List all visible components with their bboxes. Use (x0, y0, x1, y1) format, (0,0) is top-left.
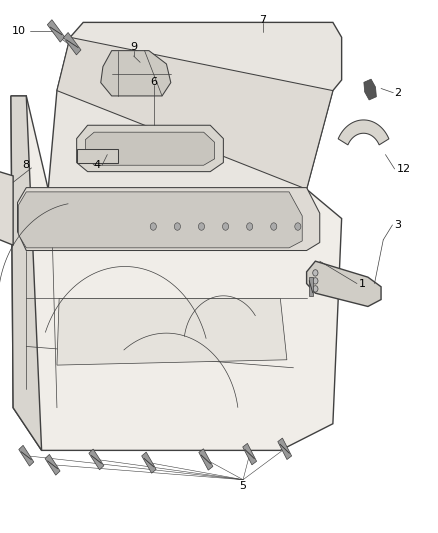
Text: 8: 8 (23, 160, 30, 170)
Circle shape (247, 223, 253, 230)
Polygon shape (243, 443, 257, 465)
Text: 9: 9 (130, 42, 137, 52)
Polygon shape (57, 37, 333, 189)
Polygon shape (11, 96, 342, 450)
Polygon shape (308, 277, 314, 296)
Circle shape (271, 223, 277, 230)
Circle shape (295, 223, 301, 230)
Polygon shape (64, 33, 81, 55)
Polygon shape (85, 132, 215, 165)
Polygon shape (45, 455, 60, 475)
Text: 1: 1 (359, 279, 366, 288)
Polygon shape (18, 192, 302, 248)
Text: 4: 4 (94, 160, 101, 170)
Polygon shape (101, 51, 171, 96)
Text: 2: 2 (394, 88, 401, 98)
Circle shape (174, 223, 180, 230)
Text: 10: 10 (11, 26, 25, 36)
Polygon shape (141, 452, 156, 473)
Polygon shape (19, 446, 34, 466)
Polygon shape (57, 298, 287, 365)
Text: 5: 5 (240, 481, 247, 491)
Polygon shape (307, 261, 381, 306)
Polygon shape (364, 79, 376, 100)
Polygon shape (338, 120, 389, 145)
Circle shape (223, 223, 229, 230)
Text: 6: 6 (151, 77, 158, 86)
Circle shape (198, 223, 205, 230)
Polygon shape (18, 188, 320, 251)
Polygon shape (0, 171, 13, 245)
Polygon shape (11, 96, 42, 450)
Polygon shape (47, 20, 65, 42)
Polygon shape (199, 449, 213, 470)
Text: 3: 3 (394, 220, 401, 230)
Text: 7: 7 (259, 15, 266, 25)
Circle shape (313, 286, 318, 292)
Polygon shape (77, 149, 118, 163)
Circle shape (313, 270, 318, 276)
Circle shape (150, 223, 156, 230)
Text: 12: 12 (396, 164, 410, 174)
Polygon shape (89, 449, 104, 470)
Circle shape (313, 278, 318, 284)
Polygon shape (77, 125, 223, 172)
Polygon shape (278, 438, 292, 459)
Polygon shape (48, 22, 342, 189)
